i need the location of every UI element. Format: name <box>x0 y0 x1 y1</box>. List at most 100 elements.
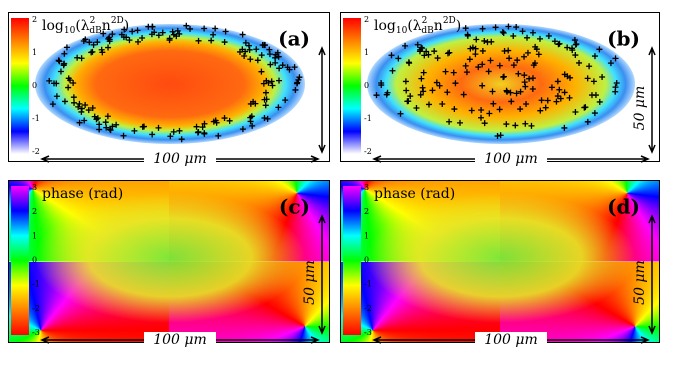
vortex <box>473 36 480 43</box>
vortex <box>272 59 279 66</box>
vortex <box>472 45 479 52</box>
vortex <box>239 31 246 38</box>
vortex <box>573 41 580 48</box>
scale-label: 100 μm <box>484 151 538 167</box>
vortex <box>588 92 595 99</box>
vortex <box>572 109 579 115</box>
vortex <box>420 69 427 76</box>
vortex <box>265 79 272 86</box>
vortex <box>556 86 563 93</box>
vortex <box>576 59 583 66</box>
vortex <box>293 80 300 87</box>
vortex <box>481 120 488 127</box>
vortex <box>109 31 116 38</box>
vortex <box>472 51 479 58</box>
vortex <box>475 64 482 71</box>
vortex <box>489 88 496 95</box>
vortex <box>383 91 390 98</box>
vortex <box>481 37 488 44</box>
vortex <box>478 106 485 113</box>
vortex <box>78 55 85 62</box>
vortex <box>500 74 507 81</box>
vortex <box>479 47 486 54</box>
vortex <box>90 41 97 48</box>
vortex <box>135 38 142 45</box>
vortex <box>247 56 254 63</box>
vortex <box>596 98 603 105</box>
scale-arrow <box>648 46 656 154</box>
vortex <box>405 98 412 105</box>
vortex <box>423 48 430 55</box>
vortex <box>82 101 89 108</box>
vortex <box>254 57 261 64</box>
colorbar-tick-label: 1 <box>364 48 369 57</box>
vortex <box>521 79 528 86</box>
scale-label: 100 μm <box>153 332 207 348</box>
vortex <box>586 63 593 70</box>
scale-label-bg <box>144 332 216 348</box>
vortex <box>566 94 573 101</box>
vortex <box>139 123 146 130</box>
vortex <box>276 65 283 72</box>
vortex <box>501 47 508 54</box>
vortex <box>272 54 279 61</box>
vortex <box>166 35 173 42</box>
vortex <box>402 78 409 85</box>
vortex <box>529 75 536 82</box>
label-part: 10 <box>396 26 408 36</box>
vortex <box>556 40 563 47</box>
vortex <box>460 91 467 98</box>
label-part: ) <box>124 18 129 34</box>
vortex <box>201 120 208 127</box>
label-part: dB <box>421 26 434 36</box>
vortex <box>81 117 88 124</box>
vortex <box>159 29 166 36</box>
vortex <box>529 29 536 36</box>
vortex <box>213 119 220 126</box>
vortex <box>262 89 269 96</box>
colorbar-tick-label: 2 <box>32 15 37 24</box>
vortex <box>201 25 208 32</box>
vortex <box>296 74 303 81</box>
vortex <box>276 77 283 84</box>
vortex <box>56 58 63 65</box>
vortex <box>538 97 545 104</box>
vortex <box>259 42 266 49</box>
vortex <box>269 82 276 89</box>
vortex <box>429 87 436 94</box>
vortex <box>572 52 579 59</box>
vortex <box>89 104 96 111</box>
vortex <box>528 122 535 129</box>
vortex <box>49 101 56 108</box>
scale-label-bg <box>475 151 547 167</box>
vortex <box>378 82 385 89</box>
label-part: 2D <box>111 16 124 26</box>
vortex <box>451 106 458 113</box>
vortex <box>262 102 269 109</box>
vortex <box>103 124 110 131</box>
vortex <box>517 88 524 95</box>
vortex <box>107 127 114 134</box>
vortex <box>222 28 229 35</box>
colorbar <box>343 18 361 154</box>
vortex <box>76 100 83 107</box>
vortex <box>236 48 243 55</box>
vortex <box>155 124 162 131</box>
vortex <box>246 46 253 53</box>
vortex <box>548 84 555 91</box>
vortex <box>413 105 420 112</box>
vortex <box>187 25 194 32</box>
vortex <box>210 118 217 125</box>
vortex <box>78 108 85 115</box>
scale-label-bg <box>144 151 216 167</box>
vortex <box>496 62 503 69</box>
vortex <box>261 115 268 122</box>
vortex <box>479 82 486 89</box>
vortex <box>496 106 503 113</box>
vortex <box>129 28 136 35</box>
vortex <box>551 38 558 45</box>
label-part: 2D <box>443 16 456 26</box>
vortex <box>442 68 449 75</box>
colorbar-label: phase (rad) <box>42 186 123 202</box>
vortex <box>599 74 606 81</box>
